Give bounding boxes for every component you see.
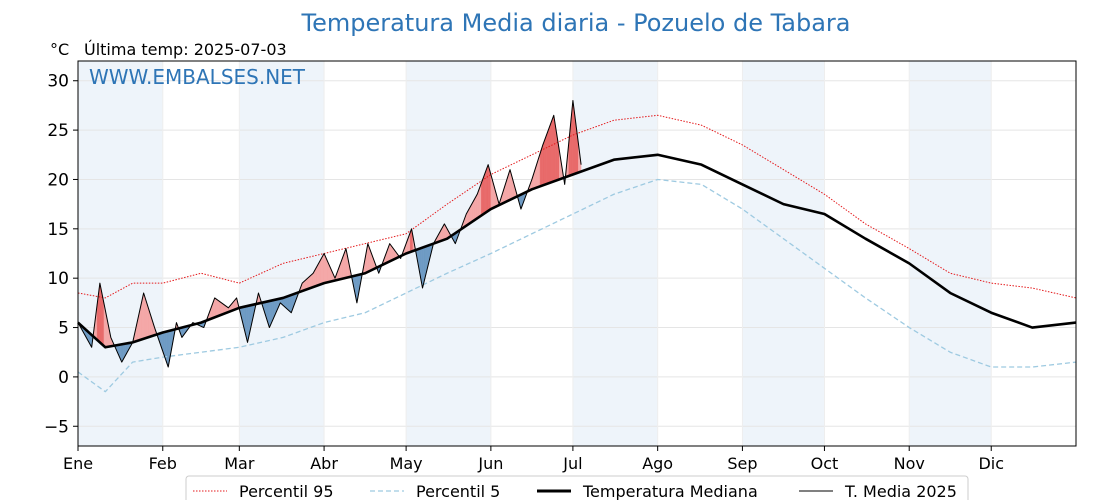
fill-above-median	[214, 297, 217, 318]
fill-above-median	[482, 175, 485, 216]
fill-above-median	[485, 168, 487, 214]
fill-below-median	[285, 296, 288, 310]
fill-above-median	[307, 276, 310, 290]
fill-above-median	[217, 299, 220, 317]
series-line-2025	[77, 99, 582, 368]
x-tick-label-feb: Feb	[149, 454, 177, 473]
fill-above-median	[479, 183, 482, 217]
y-tick-label: 25	[47, 121, 69, 141]
fill-below-median	[286, 295, 289, 311]
fill-below-median	[269, 300, 271, 328]
x-tick-label-jul: Jul	[562, 454, 582, 473]
y-tick-label: 15	[47, 220, 69, 240]
fill-above-median	[308, 275, 311, 289]
series-line-p95	[77, 114, 1077, 299]
fill-above-median	[389, 243, 392, 262]
fill-above-median	[317, 262, 319, 286]
unit-label: °C	[50, 40, 69, 59]
fill-above-median	[325, 256, 328, 284]
y-tick-label: 0	[58, 368, 69, 388]
fill-above-median	[541, 144, 544, 187]
month-band-mar	[239, 61, 325, 446]
x-tick-label-abr: Abr	[310, 454, 338, 473]
month-band-jul	[572, 61, 658, 446]
x-tick-label-jun: Jun	[477, 454, 503, 473]
series-line-p5	[77, 178, 1077, 393]
y-tick-label: 10	[47, 269, 69, 289]
fill-above-median	[548, 126, 550, 184]
fill-above-median	[311, 272, 314, 288]
month-band-sep	[742, 61, 825, 446]
x-tick-label-nov: Nov	[894, 454, 925, 473]
fill-below-median	[288, 295, 291, 312]
y-axis-ticks: −5 0 5 10 15 20 25 30	[44, 72, 78, 437]
x-tick-label-mar: Mar	[224, 454, 255, 473]
x-axis-ticks: Ene Feb Mar Abr May Jun Jul Ago Sep Oct Nov Dic	[63, 446, 1004, 473]
fill-above-median	[472, 198, 475, 222]
legend: Percentil 95 Percentil 5 Temperatura Med…	[185, 475, 969, 500]
chart-title: Temperatura Media diaria - Pozuelo de Ta…	[301, 9, 851, 37]
last-temp-label: Última temp: 2025-07-03	[84, 40, 287, 59]
fill-above-median	[549, 122, 552, 184]
fill-below-median	[289, 294, 292, 314]
watermark: WWW.EMBALSES.NET	[89, 65, 306, 89]
fill-above-median	[144, 297, 147, 339]
x-tick-label-ene: Ene	[63, 454, 93, 473]
fill-above-median	[481, 179, 483, 216]
fill-above-median	[543, 137, 546, 186]
fill-above-median	[550, 118, 553, 183]
x-tick-label-dic: Dic	[978, 454, 1004, 473]
plot-frame	[77, 60, 1077, 447]
fill-above-median	[146, 301, 148, 339]
fill-below-median	[166, 330, 169, 368]
fill-above-median	[99, 283, 102, 345]
fill-above-median	[318, 260, 321, 286]
fill-above-median	[486, 164, 489, 213]
series-line-median	[77, 153, 1077, 349]
fill-above-median	[475, 193, 478, 220]
fill-above-median	[474, 195, 477, 221]
y-tick-label: 30	[47, 72, 69, 92]
fill-above-median	[552, 115, 554, 183]
x-tick-label-sep: Sep	[727, 454, 757, 473]
fill-above-median	[219, 301, 222, 316]
fill-above-median	[539, 149, 542, 187]
fill-above-median	[310, 274, 312, 289]
fill-above-median	[319, 257, 322, 285]
month-band-nov	[909, 61, 992, 446]
month-band-ene	[78, 61, 163, 446]
fill-above-median	[546, 130, 549, 185]
fill-above-median	[545, 133, 548, 185]
series-lines	[77, 99, 1077, 393]
x-tick-label-oct: Oct	[811, 454, 839, 473]
month-bands	[78, 61, 992, 446]
legend-median-label: Temperatura Mediana	[582, 482, 758, 500]
y-tick-label: 5	[58, 319, 69, 339]
fill-above-median	[215, 298, 218, 318]
x-tick-label-may: May	[390, 454, 423, 473]
legend-p5-label: Percentil 5	[416, 482, 500, 500]
legend-p95-label: Percentil 95	[239, 482, 334, 500]
fill-above-median	[323, 253, 326, 284]
legend-current-label: T. Media 2025	[844, 482, 957, 500]
fill-above-median	[218, 300, 221, 317]
legend-box	[185, 475, 969, 500]
fill-above-median	[322, 252, 325, 284]
x-tick-label-ago: Ago	[642, 454, 673, 473]
y-tick-label: −5	[44, 417, 69, 437]
fill-above-median	[143, 292, 146, 340]
y-tick-label: 20	[47, 170, 69, 190]
fill-above-median	[321, 255, 323, 285]
fill-above-median	[542, 141, 545, 186]
fill-above-median	[487, 164, 490, 212]
